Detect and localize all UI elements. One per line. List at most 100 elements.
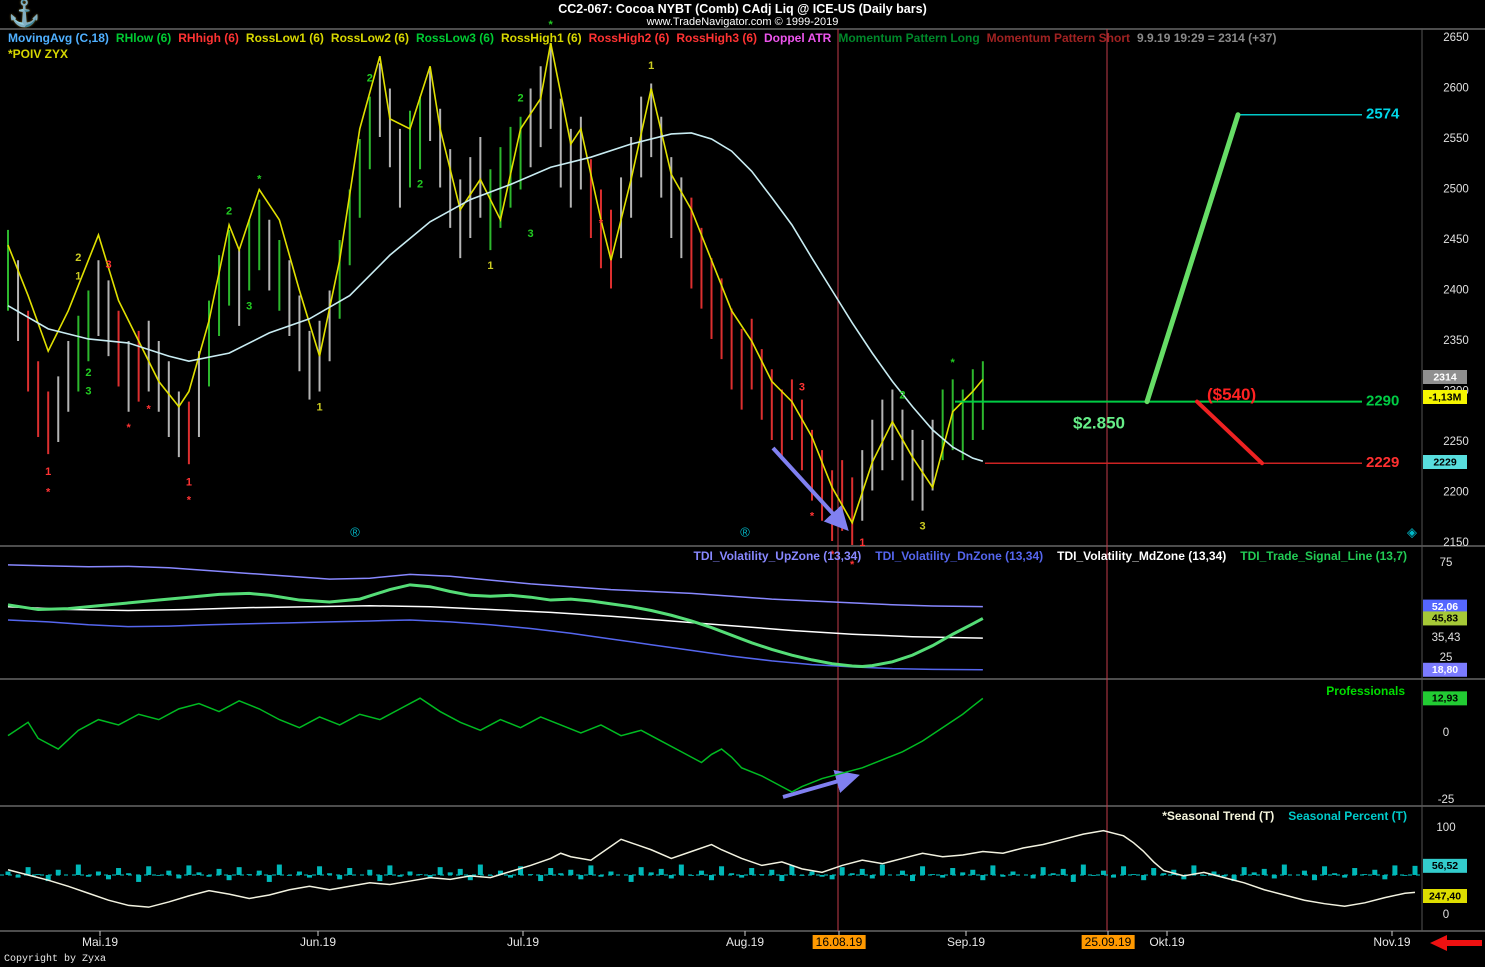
svg-text:100: 100 bbox=[1436, 822, 1455, 834]
svg-text:3: 3 bbox=[246, 301, 252, 313]
indicator-legend-item[interactable]: RossHigh3 (6) bbox=[676, 31, 758, 45]
svg-text:2550: 2550 bbox=[1443, 133, 1469, 145]
svg-text:2: 2 bbox=[517, 93, 523, 105]
svg-text:*: * bbox=[830, 549, 835, 561]
panel-separators bbox=[0, 28, 1485, 932]
indicator-legend-item[interactable]: RHhigh (6) bbox=[178, 31, 239, 45]
indicator-legend-item[interactable]: RossLow3 (6) bbox=[415, 31, 494, 45]
month-label: Okt.19 bbox=[1149, 935, 1185, 949]
tdi-legend-item[interactable]: TDI_Volatility_UpZone (13,34) bbox=[693, 549, 862, 563]
genesis-anchor-logo-icon: ⚓ bbox=[8, 0, 41, 28]
svg-text:1: 1 bbox=[45, 466, 51, 478]
seasonal-panel-content bbox=[0, 829, 1422, 908]
indicator-legend-item[interactable]: RossHigh2 (6) bbox=[588, 31, 670, 45]
svg-text:2: 2 bbox=[367, 72, 373, 84]
tdi-legend-item[interactable]: TDI_Volatility_MdZone (13,34) bbox=[1057, 549, 1227, 563]
svg-text:2314: 2314 bbox=[1433, 371, 1457, 383]
trend-arrow bbox=[771, 446, 849, 531]
scroll-left-arrow-button[interactable] bbox=[1430, 935, 1482, 951]
indicator-legend-item[interactable]: MovingAvg (C,18) bbox=[8, 31, 109, 45]
svg-text:35,43: 35,43 bbox=[1432, 632, 1461, 644]
seasonal-legend-item[interactable]: *Seasonal Trend (T) bbox=[1162, 809, 1275, 823]
indicator-legend-item[interactable]: RossHigh1 (6) bbox=[500, 31, 582, 45]
tdi-lines bbox=[7, 564, 984, 671]
projection-label: $2.850 bbox=[1073, 413, 1125, 432]
svg-text:◈: ◈ bbox=[1407, 524, 1417, 539]
professionals-legend-item[interactable]: Professionals bbox=[1326, 684, 1405, 698]
indicator-legend-item[interactable]: Momentum Pattern Long bbox=[838, 31, 980, 45]
tdi-legend-row: TDI_Volatility_UpZone (13,34) TDI_Volatil… bbox=[693, 549, 1407, 563]
svg-text:0: 0 bbox=[1443, 727, 1449, 739]
svg-text:2600: 2600 bbox=[1443, 83, 1469, 95]
indicator-legend-item[interactable]: RossLow1 (6) bbox=[245, 31, 324, 45]
seasonal-legend-item[interactable]: Seasonal Percent (T) bbox=[1288, 809, 1407, 823]
target-price-label: 2290 bbox=[1366, 393, 1399, 410]
svg-text:1: 1 bbox=[186, 476, 192, 488]
indicator-legend-item[interactable]: *POIV ZYX bbox=[8, 47, 69, 61]
svg-text:*: * bbox=[46, 486, 51, 498]
svg-text:*: * bbox=[549, 19, 554, 31]
svg-text:*: * bbox=[147, 404, 152, 416]
svg-text:*: * bbox=[951, 357, 956, 369]
svg-text:52,06: 52,06 bbox=[1432, 601, 1458, 613]
projection-label: ($540) bbox=[1207, 385, 1256, 404]
svg-text:12,93: 12,93 bbox=[1432, 693, 1458, 705]
svg-text:2450: 2450 bbox=[1443, 234, 1469, 246]
svg-text:56,52: 56,52 bbox=[1432, 860, 1458, 872]
svg-text:*: * bbox=[850, 559, 855, 571]
svg-text:2: 2 bbox=[226, 206, 232, 218]
target-price-label: 2229 bbox=[1366, 454, 1399, 471]
professionals-legend: Professionals bbox=[1326, 684, 1405, 698]
month-label: Mai.19 bbox=[81, 935, 119, 949]
svg-text:2200: 2200 bbox=[1443, 487, 1469, 499]
chart-header: CC2-067: Cocoa NYBT (Comb) CAdj Liq @ IC… bbox=[0, 0, 1485, 28]
svg-text:3: 3 bbox=[105, 259, 111, 271]
bar-annotations: 1 * 2 1 2 3 3 * * 1 * 2 3 * 1 2 2 1 2 3 * * 1 3 * * * 1 2 3 * bbox=[45, 19, 955, 571]
tdi-legend-item[interactable]: TDI_Volatility_DnZone (13,34) bbox=[875, 549, 1044, 563]
price-bars bbox=[7, 43, 984, 546]
indicator-legend-item[interactable]: 9.9.19 19:29 = 2314 (+37) bbox=[1137, 31, 1277, 45]
tdi-legend-item[interactable]: TDI_Trade_Signal_Line (13,7) bbox=[1240, 549, 1407, 563]
svg-text:®: ® bbox=[350, 524, 360, 539]
event-date-lines bbox=[837, 29, 1108, 931]
svg-text:*: * bbox=[187, 494, 192, 506]
svg-text:247,40: 247,40 bbox=[1429, 890, 1461, 902]
right-axis-labels: 2650260025502500245024002350230022502200… bbox=[1432, 32, 1469, 921]
target-price-label: 2574 bbox=[1366, 106, 1400, 123]
month-label: Jun.19 bbox=[299, 935, 337, 949]
svg-text:2: 2 bbox=[75, 252, 81, 264]
month-label: Jul.19 bbox=[506, 935, 540, 949]
chart-symbols: ® ® ◈ bbox=[350, 524, 1417, 539]
indicator-legend-item[interactable]: Momentum Pattern Short bbox=[986, 31, 1131, 45]
svg-text:2229: 2229 bbox=[1433, 456, 1457, 468]
date-axis-ticks bbox=[99, 931, 1393, 936]
svg-text:2400: 2400 bbox=[1443, 285, 1469, 297]
svg-text:-25: -25 bbox=[1438, 794, 1455, 806]
svg-text:3: 3 bbox=[799, 381, 805, 393]
svg-text:0: 0 bbox=[1443, 909, 1449, 921]
svg-text:18,80: 18,80 bbox=[1432, 664, 1458, 676]
month-label: Sep.19 bbox=[946, 935, 986, 949]
moving-average-line bbox=[7, 132, 984, 462]
indicator-legend-item[interactable]: RossLow2 (6) bbox=[330, 31, 409, 45]
svg-text:2650: 2650 bbox=[1443, 32, 1469, 44]
svg-text:-1,13M: -1,13M bbox=[1429, 391, 1462, 403]
svg-text:45,83: 45,83 bbox=[1432, 613, 1458, 625]
svg-text:2: 2 bbox=[417, 178, 423, 190]
svg-text:*: * bbox=[599, 218, 604, 230]
projection-lines: $2.850 ($540) 2574 2290 2229 bbox=[955, 106, 1400, 471]
indicator-legend-item[interactable]: Doppel ATR bbox=[764, 31, 832, 45]
copyright-text: Copyright by Zyxa bbox=[4, 954, 107, 965]
svg-text:2150: 2150 bbox=[1443, 537, 1469, 549]
svg-text:25: 25 bbox=[1440, 652, 1453, 664]
indicator-legend-item[interactable]: RHlow (6) bbox=[115, 31, 172, 45]
professionals-line bbox=[7, 697, 984, 793]
svg-text:2: 2 bbox=[85, 367, 91, 379]
chart-subtitle-url: www.TradeNavigator.com © 1999-2019 bbox=[646, 16, 839, 28]
svg-text:2250: 2250 bbox=[1443, 436, 1469, 448]
svg-text:2350: 2350 bbox=[1443, 335, 1469, 347]
annotation-arrows bbox=[771, 446, 860, 799]
date-axis[interactable]: Mai.19 Jun.19 Jul.19 Aug.19 16.08.19 Sep.19 25… bbox=[0, 934, 1485, 952]
